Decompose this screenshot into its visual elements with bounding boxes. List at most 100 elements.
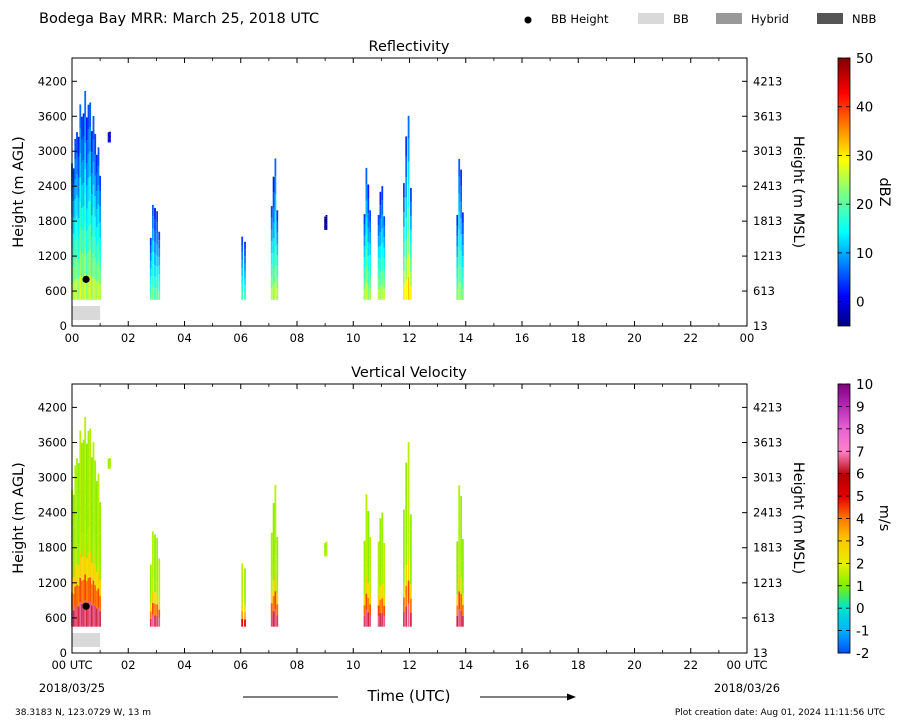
colorbar-tick-label: 1	[856, 579, 865, 595]
bright-band-bar	[72, 306, 101, 320]
y-tick-label: 600	[45, 284, 67, 298]
page-title: Bodega Bay MRR: March 25, 2018 UTC	[39, 11, 319, 27]
x-tick-label: 00	[740, 331, 755, 345]
colorbar-tick-label: 40	[856, 100, 873, 116]
x-tick-label: 00 UTC	[726, 658, 767, 672]
colorbar-tick-label: 7	[856, 444, 865, 460]
y2-tick-label: 13	[753, 319, 768, 333]
echo-column	[456, 485, 464, 627]
colorbar-tick-label: 8	[856, 422, 865, 438]
echo-column	[270, 484, 279, 627]
echo-column	[377, 186, 386, 300]
y2-tick-label: 1213	[753, 576, 782, 590]
y2-tick-label: 3613	[753, 435, 782, 449]
y2-tick-label: 2413	[753, 506, 782, 520]
colorbar-label: dBZ	[876, 177, 892, 206]
y2-tick-label: 3613	[753, 109, 782, 123]
echo-column	[241, 236, 246, 300]
y-tick-label: 1800	[38, 214, 67, 228]
echo-column	[107, 458, 111, 469]
echo-column	[324, 215, 328, 230]
echo-column	[377, 512, 386, 627]
legend-label-bb: BB	[673, 12, 689, 26]
y2-tick-label: 1813	[753, 541, 782, 555]
y2-tick-label: 3013	[753, 144, 782, 158]
y2-tick-label: 1213	[753, 249, 782, 263]
echo-column	[71, 90, 101, 300]
legend-label-nbb: NBB	[852, 12, 876, 26]
echo-column	[241, 563, 246, 627]
bb-height-point	[82, 275, 90, 283]
y-tick-label: 2400	[38, 506, 67, 520]
legend-hybrid-swatch	[716, 13, 742, 24]
colorbar-tick-label: 0	[856, 601, 865, 617]
x-tick-label: 02	[121, 331, 136, 345]
y-tick-label: 3000	[38, 471, 67, 485]
x-tick-label: 10	[346, 331, 361, 345]
legend-label-hybrid: Hybrid	[751, 12, 789, 26]
colorbar-label: m/s	[876, 505, 892, 532]
y2-tick-label: 13	[753, 646, 768, 660]
vertical-velocity-panel: Vertical Velocity Height (m AGL) Height …	[11, 365, 892, 672]
x-tick-label: 04	[177, 331, 192, 345]
x-tick-label: 20	[627, 331, 642, 345]
y2-tick-label: 613	[753, 284, 775, 298]
colorbar-tick-label: -1	[856, 624, 869, 640]
y-tick-label: 3000	[38, 144, 67, 158]
location-text: 38.3183 N, 123.0729 W, 13 m	[15, 708, 151, 718]
x-tick-label: 18	[571, 658, 586, 672]
x-tick-label: 14	[458, 331, 473, 345]
echo-column	[270, 158, 279, 300]
x-tick-label: 08	[290, 331, 305, 345]
legend-label-bb-height: BB Height	[551, 12, 609, 26]
colorbar-tick-label: 9	[856, 399, 865, 415]
x-tick-label: 14	[458, 658, 473, 672]
x-tick-label: 10	[346, 658, 361, 672]
x-tick-label: 20	[627, 658, 642, 672]
legend-bb-swatch	[638, 13, 664, 24]
legend-nbb-swatch	[817, 13, 843, 24]
x-tick-label: 12	[402, 658, 417, 672]
y-tick-label: 600	[45, 611, 67, 625]
x-axis-label: Time (UTC)	[367, 687, 451, 705]
x-tick-label: 00 UTC	[51, 658, 92, 672]
y-tick-label: 4200	[38, 74, 67, 88]
reflectivity-panel: Reflectivity Height (m AGL) Height (m MS…	[11, 39, 892, 345]
colorbar-tick-label: 6	[856, 467, 865, 483]
x-tick-label: 08	[290, 658, 305, 672]
colorbar-tick-label: 0	[856, 295, 865, 311]
start-date: 2018/03/25	[39, 681, 105, 695]
x-tick-label: 04	[177, 658, 192, 672]
x-tick-label: 16	[515, 658, 530, 672]
x-tick-label: 22	[683, 331, 698, 345]
y-tick-label: 3600	[38, 435, 67, 449]
x-tick-label: 18	[571, 331, 586, 345]
x-tick-label: 02	[121, 658, 136, 672]
echo-column	[324, 541, 328, 557]
y2-tick-label: 4213	[753, 74, 782, 88]
colorbar-tick-label: -2	[856, 646, 869, 662]
y-axis-label: Height (m AGL)	[11, 136, 27, 248]
x-tick-label: 06	[233, 331, 248, 345]
x-tick-label: 12	[402, 331, 417, 345]
legend-bb-height-marker	[524, 16, 532, 24]
legend: BB Height BB Hybrid NBB	[524, 12, 876, 26]
y2-axis-label: Height (m MSL)	[790, 136, 806, 248]
y-tick-label: 0	[60, 319, 67, 333]
y2-tick-label: 1813	[753, 214, 782, 228]
colorbar-tick-label: 30	[856, 148, 873, 164]
x-tick-label: 00	[65, 331, 80, 345]
x-tick-label: 16	[515, 331, 530, 345]
end-date: 2018/03/26	[714, 681, 780, 695]
colorbar-tick-label: 10	[856, 377, 873, 393]
y2-tick-label: 613	[753, 611, 775, 625]
x-tick-label: 06	[233, 658, 248, 672]
echo-column	[107, 131, 111, 143]
y-axis-label: Height (m AGL)	[11, 462, 27, 574]
y-tick-label: 4200	[38, 400, 67, 414]
colorbar-tick-label: 4	[856, 512, 865, 528]
colorbar-tick-label: 50	[856, 51, 873, 67]
y-tick-label: 1800	[38, 541, 67, 555]
colorbar-tick-label: 10	[856, 246, 873, 262]
